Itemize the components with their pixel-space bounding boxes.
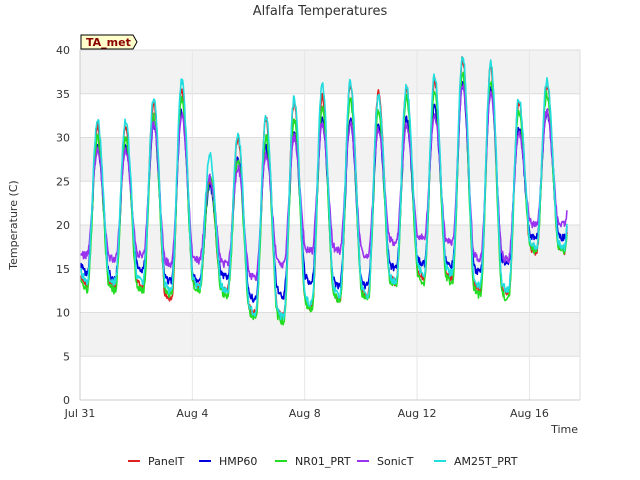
x-axis-label: Time [550,423,578,436]
series-layer [79,55,568,326]
y-tick-label: 10 [56,307,70,320]
legend: PanelT HMP60 NR01_PRT SonicT AM25T_PRT [128,455,518,468]
legend-label: HMP60 [219,455,257,468]
legend-label: AM25T_PRT [454,455,518,468]
legend-item: HMP60 [199,455,257,468]
axes [79,50,581,401]
ta-met-badge-label: TA_met [86,36,131,49]
legend-label: PanelT [148,455,185,468]
x-tick-label: Aug 8 [289,407,321,420]
legend-item: AM25T_PRT [434,455,518,468]
chart-title: Alfalfa Temperatures [253,4,388,19]
y-tick-label: 35 [56,88,70,101]
x-tick-label: Jul 31 [64,407,96,420]
legend-item: NR01_PRT [275,455,351,468]
y-tick-label: 25 [56,175,70,188]
legend-label: SonicT [377,455,414,468]
band [80,137,580,182]
y-tick-label: 0 [63,394,70,407]
legend-item: SonicT [357,455,414,468]
x-tick-label: Aug 4 [176,407,208,420]
band [80,50,580,94]
x-tick-label: Aug 12 [398,407,437,420]
x-tick-labels: Jul 31 Aug 4 Aug 8 Aug 12 Aug 16 [64,407,549,420]
legend-item: PanelT [128,455,185,468]
ta-met-badge: TA_met [80,34,138,50]
y-tick-label: 15 [56,263,70,276]
x-tick-label: Aug 16 [510,407,549,420]
y-tick-label: 40 [56,44,70,57]
legend-label: NR01_PRT [295,455,351,468]
y-tick-labels: 0 5 10 15 20 25 30 35 40 [56,44,70,407]
y-tick-label: 5 [63,350,70,363]
y-tick-label: 20 [56,219,70,232]
y-tick-label: 30 [56,132,70,145]
series-line-am25t-prt [79,56,568,321]
y-axis-label: Temperature (C) [7,180,20,270]
band [80,312,580,357]
